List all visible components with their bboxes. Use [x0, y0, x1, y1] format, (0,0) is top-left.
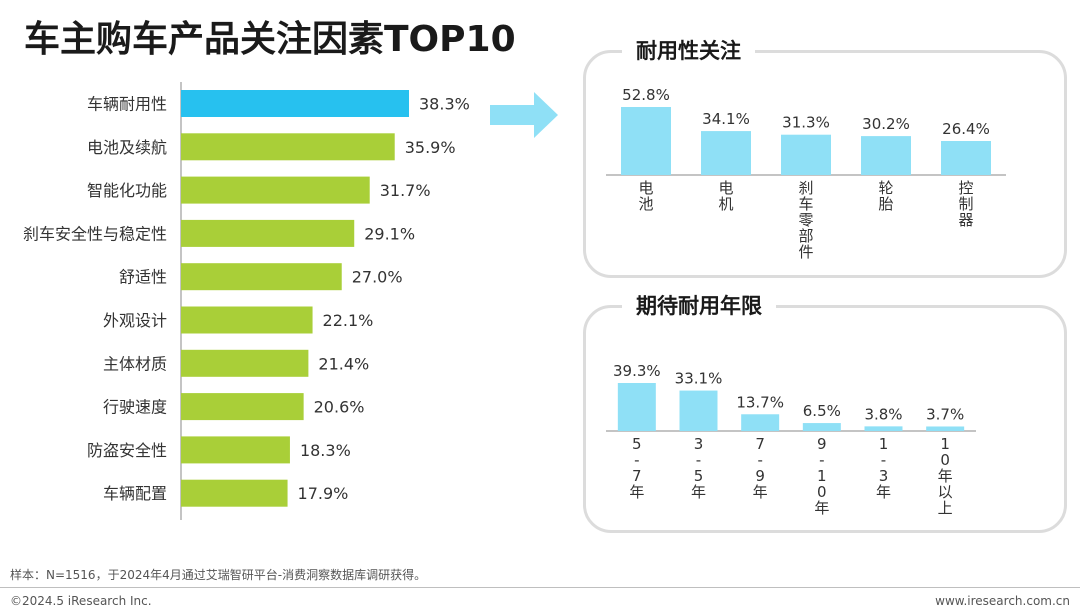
category-label: 电池及续航 — [87, 138, 167, 157]
durability-focus-chart: 52.8% 电池 34.1% 电机 31.3% 刹车零部件 30.2% 轮胎 26.4% 控制器 — [606, 86, 1006, 261]
category-label: 舒适性 — [119, 268, 167, 287]
arrow-right-icon — [490, 92, 558, 138]
bar — [181, 479, 288, 507]
category-label: 7 -9 年 — [753, 435, 768, 501]
footer-divider — [0, 587, 1080, 588]
page-title: 车主购车产品关注因素TOP10 — [24, 19, 516, 60]
value-label: 29.1% — [364, 224, 415, 243]
category-label: 刹车安全性与稳定性 — [23, 224, 167, 243]
category-label: 车辆耐用性 — [87, 95, 167, 114]
category-label: 1 -3 年 — [876, 435, 891, 501]
value-label: 34.1% — [702, 110, 750, 128]
bar — [621, 107, 671, 175]
value-label: 38.3% — [419, 95, 470, 114]
category-label: 1 0 年以上 — [938, 435, 953, 517]
category-label: 轮胎 — [878, 179, 893, 213]
value-label: 30.2% — [862, 115, 910, 133]
category-label: 9 -1 0 年 — [814, 435, 829, 517]
bar — [701, 131, 751, 175]
category-label: 5 -7 年 — [629, 435, 644, 501]
category-label: 3 -5 年 — [691, 435, 706, 501]
main-bar-chart: 车辆耐用性 38.3% 电池及续航 35.9% 智能化功能 31.7% 刹车安全性与稳定性 2… — [23, 82, 470, 520]
value-label: 52.8% — [622, 86, 670, 104]
category-label: 电机 — [718, 179, 733, 213]
category-label: 刹车零部件 — [798, 179, 813, 261]
bar — [617, 383, 656, 431]
value-label: 22.1% — [323, 311, 374, 330]
category-label: 控制器 — [958, 179, 973, 229]
category-label: 车辆配置 — [103, 484, 167, 503]
bar — [181, 393, 304, 421]
bar — [926, 426, 965, 431]
value-label: 13.7% — [736, 393, 784, 411]
value-label: 31.7% — [380, 181, 431, 200]
bar — [679, 390, 718, 431]
category-label: 外观设计 — [103, 311, 167, 330]
panel-title-durability-focus: 耐用性关注 — [622, 35, 755, 65]
bar — [741, 414, 780, 431]
category-label: 智能化功能 — [87, 181, 167, 200]
website-url: www.iresearch.com.cn — [935, 594, 1070, 608]
copyright: ©2024.5 iResearch Inc. — [10, 594, 152, 608]
category-label: 行驶速度 — [103, 398, 167, 417]
panel-title-expected-lifespan: 期待耐用年限 — [622, 290, 776, 320]
value-label: 20.6% — [314, 398, 365, 417]
value-label: 3.7% — [926, 405, 964, 423]
durability-focus-panel: 耐用性关注 52.8% 电池 34.1% 电机 31.3% 刹车零部件 30.2% 轮胎 26.… — [583, 35, 1067, 278]
bar — [181, 263, 342, 291]
value-label: 3.8% — [864, 405, 902, 423]
bar — [181, 306, 313, 334]
bar — [181, 219, 355, 247]
bar — [181, 436, 290, 464]
value-label: 35.9% — [405, 138, 456, 157]
bar — [181, 90, 409, 117]
value-label: 21.4% — [318, 354, 369, 373]
bar — [941, 141, 991, 175]
value-label: 27.0% — [352, 268, 403, 287]
bar — [861, 136, 911, 175]
expected-lifespan-panel: 期待耐用年限 39.3% 5 -7 年 33.1% 3 -5 年 13.7% 7 -9 年 6.5% 9-… — [583, 290, 1067, 533]
category-label: 电池 — [638, 179, 653, 213]
category-label: 主体材质 — [103, 354, 167, 373]
sample-note: 样本：N=1516，于2024年4月通过艾瑞智研平台-消费洞察数据库调研获得。 — [10, 568, 427, 582]
bar — [181, 349, 309, 377]
bar — [181, 176, 370, 204]
value-label: 33.1% — [675, 370, 723, 388]
value-label: 18.3% — [300, 441, 351, 460]
value-label: 6.5% — [803, 402, 841, 420]
bar — [864, 426, 903, 431]
value-label: 17.9% — [298, 484, 349, 503]
value-label: 31.3% — [782, 114, 830, 132]
expected-lifespan-chart: 39.3% 5 -7 年 33.1% 3 -5 年 13.7% 7 -9 年 6.5% 9 -1 0 年 3.8%… — [606, 362, 976, 517]
value-label: 26.4% — [942, 120, 990, 138]
bar — [802, 423, 841, 431]
category-label: 防盗安全性 — [87, 441, 167, 460]
value-label: 39.3% — [613, 362, 661, 380]
bar — [781, 134, 831, 175]
bar — [181, 133, 395, 161]
